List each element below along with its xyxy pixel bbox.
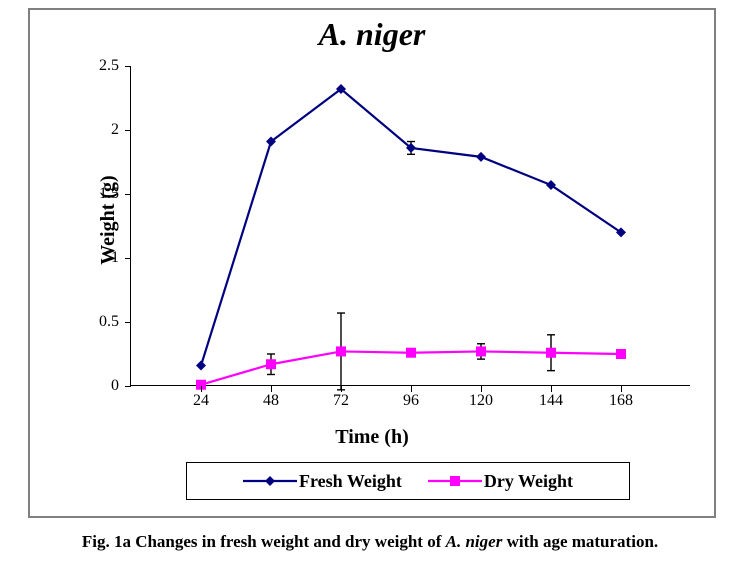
caption-species: A. niger [446,532,503,551]
legend: Fresh Weight Dry Weight [186,462,630,500]
x-tick-label: 120 [469,392,493,410]
caption-suffix: with age maturation. [502,532,658,551]
x-tick-label: 144 [539,392,563,410]
y-tick-mark [125,66,131,68]
chart-title: A. niger [30,16,714,53]
y-tick-mark [125,258,131,260]
figure-caption: Fig. 1a Changes in fresh weight and dry … [40,532,700,552]
chart-frame: A. niger Weight (g) Time (h) 00.511.522.… [28,8,716,518]
x-tick-mark [201,386,203,392]
y-tick-mark [125,322,131,324]
x-tick-label: 72 [333,392,349,410]
x-tick-label: 168 [609,392,633,410]
legend-label-dry: Dry Weight [484,471,573,492]
caption-prefix: Fig. 1a Changes in fresh weight and dry … [82,532,446,551]
x-tick-mark [271,386,273,392]
x-tick-label: 24 [193,392,209,410]
x-tick-mark [341,386,343,392]
legend-line-icon [428,473,482,489]
y-tick-mark [125,130,131,132]
x-tick-mark [481,386,483,392]
y-tick-mark [125,194,131,196]
x-axis-label: Time (h) [30,426,714,449]
legend-label-fresh: Fresh Weight [299,471,402,492]
legend-swatch-dry [428,473,482,489]
legend-swatch-fresh [243,473,297,489]
figure-container: A. niger Weight (g) Time (h) 00.511.522.… [0,0,745,580]
y-tick-mark [125,386,131,388]
plot-area: 00.511.522.524487296120144168 [130,66,690,386]
x-tick-mark [551,386,553,392]
x-tick-mark [411,386,413,392]
legend-item-fresh: Fresh Weight [243,471,402,492]
legend-item-dry: Dry Weight [428,471,573,492]
x-tick-label: 96 [403,392,419,410]
x-tick-mark [621,386,623,392]
legend-line-icon [243,473,297,489]
plot-svg [131,66,690,385]
x-tick-label: 48 [263,392,279,410]
